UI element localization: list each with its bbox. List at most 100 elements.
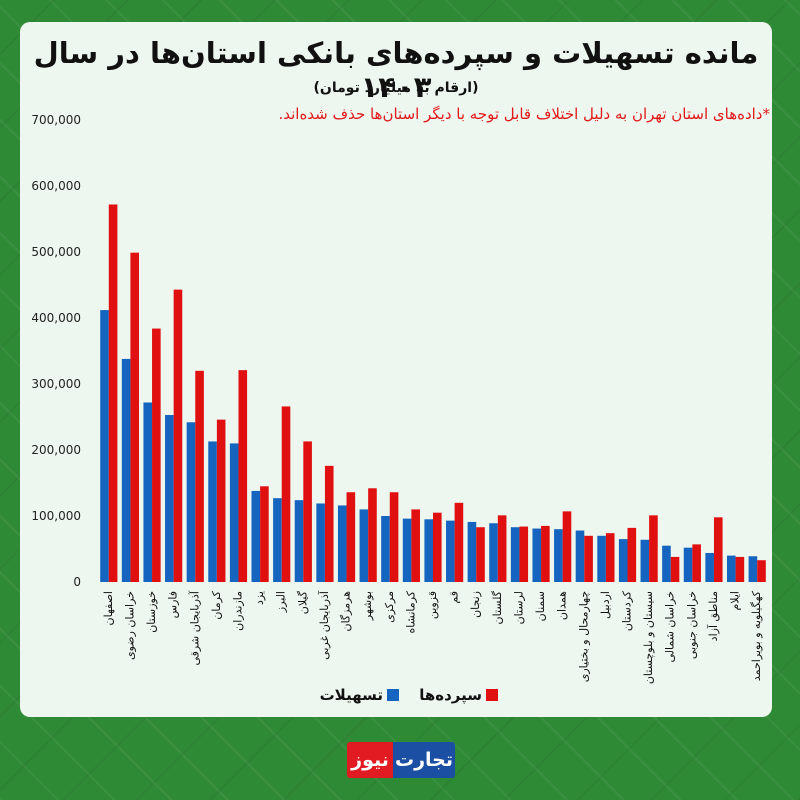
bar-loans — [640, 539, 650, 582]
bar-deposits — [324, 465, 334, 582]
x-category-label: سمنان — [534, 591, 547, 621]
y-tick-label: 700,000 — [31, 113, 81, 127]
x-category-label: گلستان — [491, 590, 504, 624]
x-category-label: همدان — [556, 591, 569, 620]
legend-label: تسهیلات — [320, 686, 383, 704]
bar-loans — [165, 415, 174, 582]
legend-swatch — [387, 689, 399, 701]
x-category-label: آذربایجان شرقی — [187, 590, 201, 665]
bar-loans — [316, 503, 325, 582]
x-category-label: گیلان — [296, 590, 309, 614]
bar-loans — [618, 539, 628, 582]
x-category-label: ایلام — [729, 591, 742, 611]
y-tick-label: 500,000 — [31, 245, 81, 259]
y-tick-label: 100,000 — [31, 509, 81, 523]
x-category-label: مازندران — [231, 591, 244, 631]
x-category-label: قزوین — [426, 591, 439, 619]
bar-loans — [662, 545, 671, 582]
bar-loans — [359, 509, 369, 582]
x-category-label: لرستان — [512, 591, 525, 624]
x-category-label: مناطق آزاد — [706, 591, 721, 641]
bar-deposits — [389, 492, 399, 582]
bar-loans — [597, 535, 606, 582]
bar-loans — [337, 505, 347, 582]
bar-deposits — [649, 515, 658, 582]
bar-deposits — [713, 517, 723, 582]
bar-loans — [532, 528, 542, 582]
bar-loans — [489, 523, 498, 582]
bar-loans — [229, 443, 239, 582]
bar-deposits — [411, 509, 420, 582]
chart-panel — [20, 22, 772, 717]
x-category-label: کردستان — [621, 590, 634, 631]
y-tick-label: 400,000 — [31, 311, 81, 325]
bar-loans — [575, 530, 585, 582]
x-category-label: اصفهان — [102, 591, 115, 625]
legend-label: سپرده‌ها — [419, 686, 482, 705]
bar-deposits — [108, 204, 118, 583]
bar-deposits — [454, 502, 464, 582]
x-category-label: یزد — [253, 591, 266, 605]
bar-loans — [402, 518, 412, 582]
bar-deposits — [670, 556, 680, 582]
footnote: *داده‌های استان تهران به دلیل اختلاف قاب… — [278, 105, 770, 123]
x-category-label: چهارمحال و بختیاری — [577, 591, 590, 682]
bar-loans — [467, 521, 477, 582]
bar-deposits — [519, 526, 529, 582]
x-category-label: خوزستان — [145, 591, 158, 633]
x-category-label: خراسان شمالی — [664, 591, 677, 663]
bar-loans — [273, 498, 282, 582]
bar-deposits — [562, 511, 572, 582]
bar-loans — [186, 422, 196, 582]
logo-part-red: نیوز — [347, 742, 393, 778]
x-category-label: بوشهر — [361, 591, 374, 621]
x-category-label: اردبیل — [599, 591, 612, 619]
bar-deposits — [584, 535, 593, 582]
bar-deposits — [433, 512, 442, 582]
x-category-label: آذربایجان غربی — [317, 590, 331, 660]
bar-deposits — [605, 533, 615, 582]
y-tick-label: 0 — [73, 575, 81, 589]
bar-deposits — [368, 488, 377, 582]
bar-deposits — [757, 560, 766, 582]
bar-deposits — [260, 486, 269, 582]
bar-deposits — [238, 370, 248, 582]
legend-swatch — [486, 689, 498, 701]
bar-loans — [208, 441, 217, 582]
x-category-label: زنجان — [469, 591, 482, 618]
bar-deposits — [303, 441, 312, 582]
chart-title: مانده تسهیلات و سپرده‌های بانکی استان‌ها… — [33, 36, 759, 104]
x-category-label: خراسان جنوبی — [685, 591, 698, 659]
bar-loans — [251, 490, 261, 582]
chart-subtitle: (ارقام به میلیارد تومان) — [313, 80, 479, 96]
bar-loans — [683, 547, 693, 582]
y-tick-label: 300,000 — [31, 377, 81, 391]
x-category-label: سیستان و بلوچستان — [642, 591, 655, 684]
bar-loans — [510, 527, 520, 582]
bar-deposits — [735, 556, 745, 582]
bar-loans — [705, 552, 714, 582]
bar-deposits — [173, 289, 183, 582]
bar-deposits — [152, 328, 161, 582]
bar-loans — [748, 556, 758, 582]
bar-deposits — [346, 492, 356, 582]
bar-loans — [294, 500, 304, 582]
bar-deposits — [627, 527, 637, 582]
x-category-label: کرمانشاه — [404, 590, 417, 633]
bar-deposits — [541, 525, 550, 582]
bar-deposits — [692, 544, 701, 582]
bar-deposits — [281, 406, 291, 582]
bar-deposits — [130, 252, 140, 582]
y-tick-label: 200,000 — [31, 443, 81, 457]
bar-loans — [726, 555, 736, 582]
x-category-label: قم — [448, 591, 461, 604]
bar-loans — [554, 529, 563, 582]
bar-loans — [446, 520, 455, 582]
x-category-label: البرز — [275, 591, 288, 613]
x-category-label: فارس — [167, 591, 180, 618]
bar-deposits — [476, 527, 485, 582]
x-category-label: مرکزی — [383, 591, 396, 623]
x-category-label: هرمزگان — [340, 591, 353, 632]
bar-loans — [121, 358, 131, 582]
